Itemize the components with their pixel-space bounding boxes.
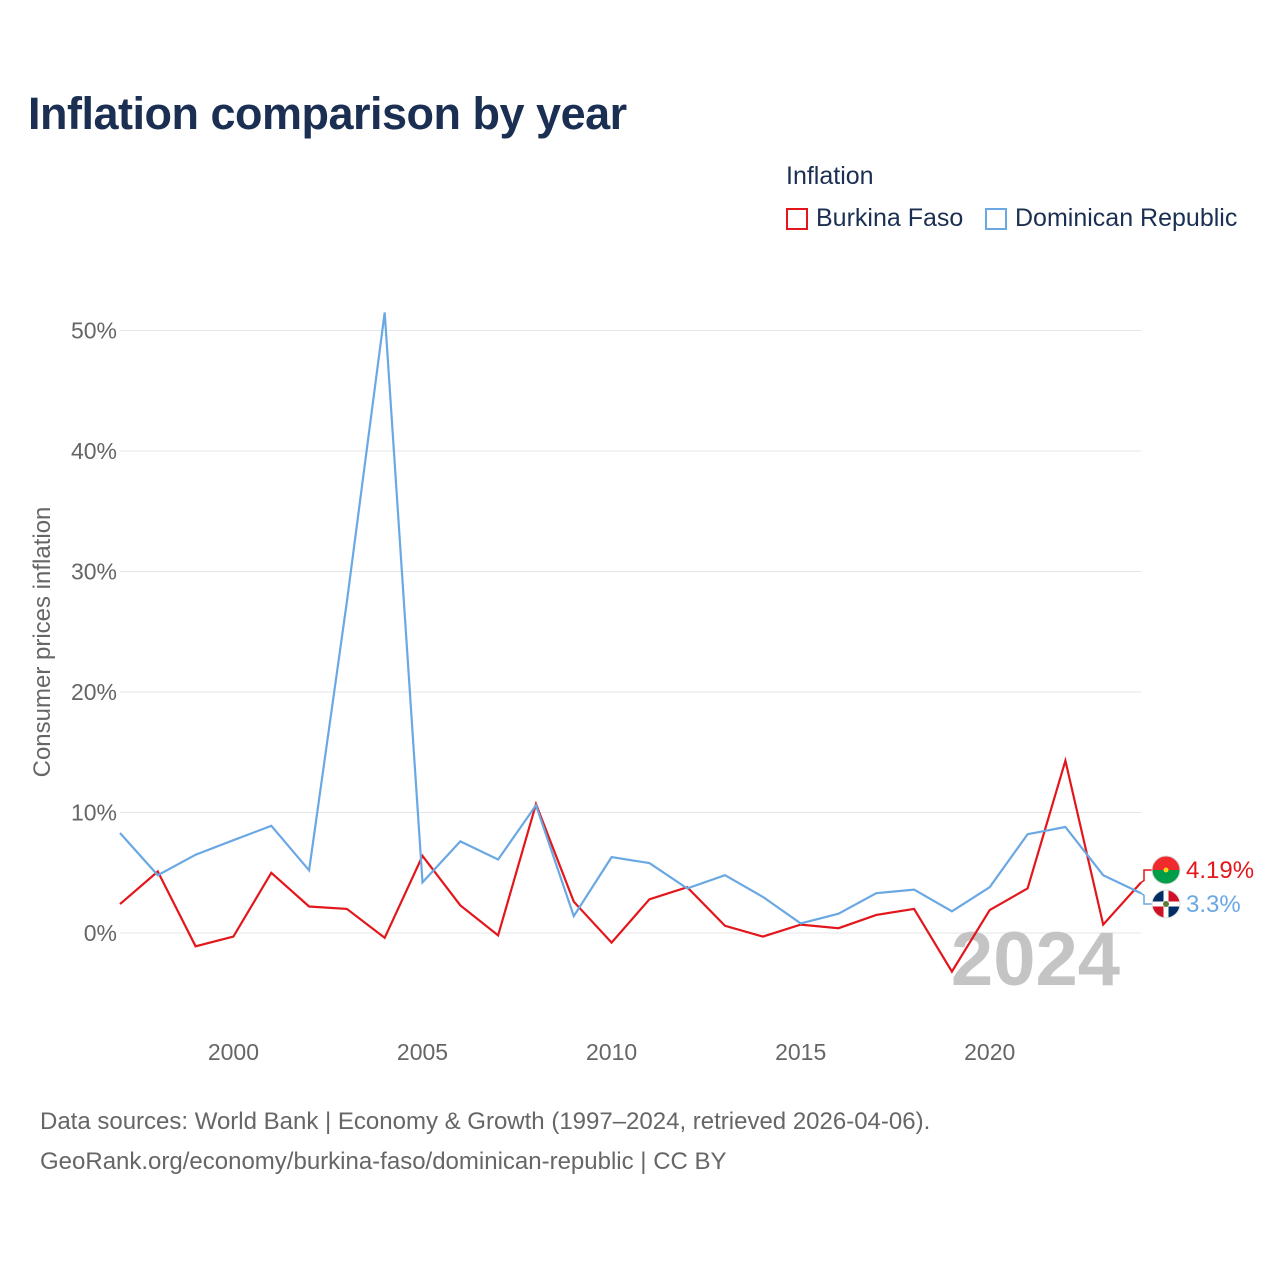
series-line-burkina-faso[interactable] xyxy=(119,756,1142,974)
y-tick-label: 10% xyxy=(71,800,117,826)
legend-swatch-burkina-faso xyxy=(786,207,808,230)
y-tick-label: 20% xyxy=(71,679,117,705)
end-value-label: 4.19% xyxy=(1186,857,1254,884)
end-connector xyxy=(1140,869,1152,884)
legend-item-dominican-republic[interactable]: Dominican Republic xyxy=(985,204,1237,233)
x-tick-label: 2010 xyxy=(586,1039,637,1065)
chart-title: Inflation comparison by year xyxy=(28,88,627,139)
x-tick-label: 2000 xyxy=(208,1039,259,1065)
watermark-year: 2024 xyxy=(951,917,1120,1002)
end-connector xyxy=(1140,892,1152,905)
legend-label-burkina-faso: Burkina Faso xyxy=(816,204,964,232)
legend-title: Inflation xyxy=(786,162,874,190)
footer-attribution: GeoRank.org/economy/burkina-faso/dominic… xyxy=(40,1148,727,1175)
x-tick-label: 2020 xyxy=(964,1039,1015,1065)
dominican-republic-flag-icon xyxy=(1151,889,1181,919)
x-tick-label: 2005 xyxy=(397,1039,448,1065)
y-axis-label: Consumer prices inflation xyxy=(29,507,56,778)
x-axis-ticks: 2000 2005 2010 2015 2020 xyxy=(208,1039,1015,1065)
y-tick-label: 40% xyxy=(71,438,117,464)
footer-sources: Data sources: World Bank | Economy & Gro… xyxy=(40,1108,931,1135)
y-axis-ticks: 0% 10% 20% 30% 40% 50% xyxy=(71,318,117,947)
y-tick-label: 50% xyxy=(71,318,117,344)
y-tick-label: 30% xyxy=(71,559,117,585)
legend-item-burkina-faso[interactable]: Burkina Faso xyxy=(786,204,963,233)
x-tick-label: 2015 xyxy=(775,1039,826,1065)
grid-lines xyxy=(120,330,1141,934)
series-line-dominican-republic[interactable] xyxy=(119,312,1142,925)
legend-swatch-dominican-republic xyxy=(985,207,1007,230)
y-tick-label: 0% xyxy=(84,920,117,946)
end-value-label: 3.3% xyxy=(1186,891,1241,918)
series-lines xyxy=(119,312,1142,974)
legend-label-dominican-republic: Dominican Republic xyxy=(1015,204,1238,232)
end-markers: 4.19% 3.3% xyxy=(1140,855,1254,919)
burkina-faso-flag-icon xyxy=(1151,855,1181,885)
